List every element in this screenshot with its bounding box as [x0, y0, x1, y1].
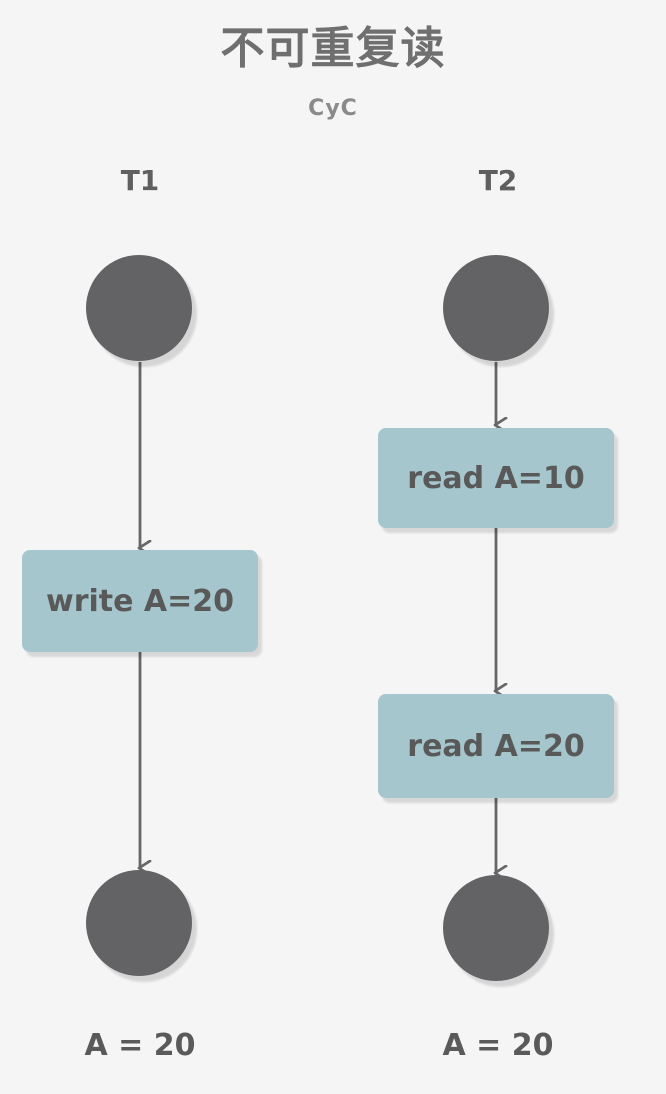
t2-read-box-2: read A=20	[378, 694, 614, 798]
diagram-subtitle: CyC	[308, 96, 358, 121]
lane-label-t2: T2	[478, 164, 518, 197]
t1-write-box: write A=20	[22, 550, 258, 652]
t2-result: A = 20	[442, 1028, 554, 1063]
lane-label-t1: T1	[120, 164, 160, 197]
diagram-title: 不可重复读	[220, 23, 446, 74]
t2-end-node	[443, 875, 549, 981]
t2-read-box-1: read A=10	[378, 428, 614, 528]
t2-start-node	[443, 255, 549, 361]
t1-start-node	[86, 255, 192, 361]
t1-result: A = 20	[84, 1028, 196, 1063]
t1-end-node	[86, 870, 192, 976]
